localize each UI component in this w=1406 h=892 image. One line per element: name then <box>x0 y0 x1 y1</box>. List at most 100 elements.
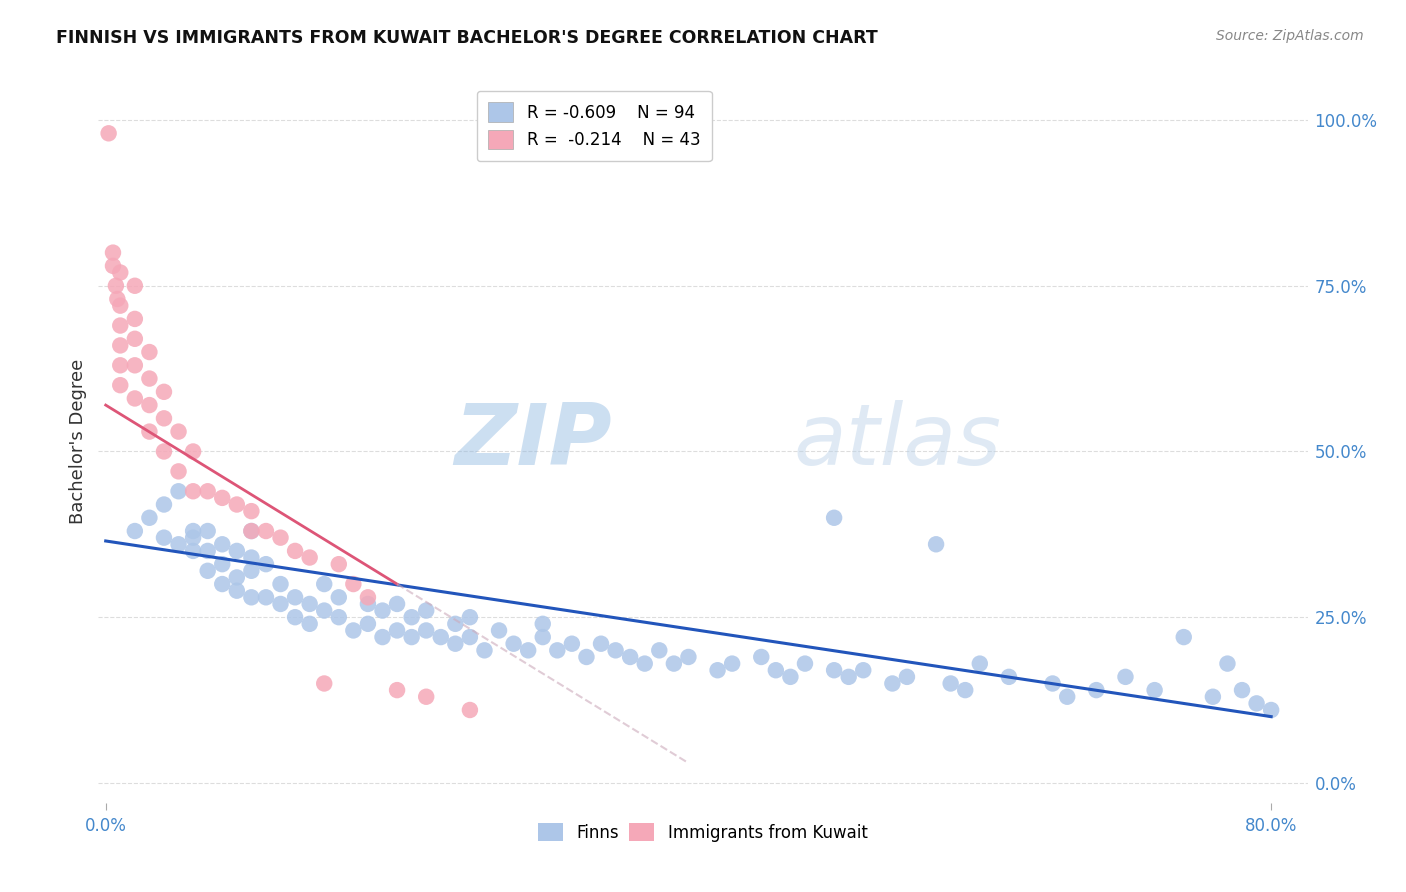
Point <box>211 577 233 591</box>
Point <box>561 637 583 651</box>
Text: FINNISH VS IMMIGRANTS FROM KUWAIT BACHELOR'S DEGREE CORRELATION CHART: FINNISH VS IMMIGRANTS FROM KUWAIT BACHEL… <box>56 29 877 47</box>
Point <box>925 537 948 551</box>
Point <box>1042 676 1064 690</box>
Point <box>298 597 321 611</box>
Point <box>371 630 394 644</box>
Point <box>167 537 190 551</box>
Point <box>101 259 124 273</box>
Point <box>1246 697 1268 711</box>
Point <box>415 603 437 617</box>
Point <box>678 650 700 665</box>
Point <box>104 278 127 293</box>
Point <box>240 524 263 538</box>
Point <box>385 624 408 638</box>
Point <box>619 650 641 665</box>
Point <box>138 425 160 439</box>
Point <box>97 126 120 140</box>
Point <box>153 498 176 512</box>
Point <box>181 484 204 499</box>
Point <box>270 597 292 611</box>
Point <box>225 570 247 584</box>
Point <box>357 591 380 605</box>
Point <box>838 670 860 684</box>
Point <box>105 292 128 306</box>
Point <box>531 630 554 644</box>
Point <box>181 524 204 538</box>
Point <box>101 245 124 260</box>
Point <box>458 630 481 644</box>
Point <box>969 657 991 671</box>
Point <box>225 544 247 558</box>
Point <box>779 670 801 684</box>
Point <box>284 591 307 605</box>
Point <box>458 703 481 717</box>
Point <box>197 524 219 538</box>
Point <box>110 378 132 392</box>
Point <box>197 484 219 499</box>
Point <box>314 577 336 591</box>
Point <box>167 425 190 439</box>
Legend: Finns, Immigrants from Kuwait: Finns, Immigrants from Kuwait <box>531 817 875 848</box>
Point <box>1056 690 1078 704</box>
Y-axis label: Bachelor's Degree: Bachelor's Degree <box>69 359 87 524</box>
Point <box>721 657 744 671</box>
Point <box>211 491 233 505</box>
Point <box>444 616 467 631</box>
Point <box>298 616 321 631</box>
Point <box>240 591 263 605</box>
Point <box>211 537 233 551</box>
Point <box>939 676 962 690</box>
Point <box>385 597 408 611</box>
Text: atlas: atlas <box>793 400 1001 483</box>
Point <box>197 544 219 558</box>
Point <box>589 637 612 651</box>
Point <box>444 637 467 651</box>
Point <box>765 663 787 677</box>
Point <box>240 504 263 518</box>
Point <box>167 464 190 478</box>
Point <box>138 345 160 359</box>
Point <box>110 359 132 373</box>
Point <box>896 670 918 684</box>
Point <box>328 591 350 605</box>
Point <box>124 278 146 293</box>
Point <box>1114 670 1136 684</box>
Point <box>167 484 190 499</box>
Point <box>254 557 277 571</box>
Point <box>225 583 247 598</box>
Point <box>124 312 146 326</box>
Point <box>1216 657 1239 671</box>
Point <box>488 624 510 638</box>
Point <box>517 643 540 657</box>
Point <box>1173 630 1195 644</box>
Point <box>955 683 977 698</box>
Point <box>852 663 875 677</box>
Point <box>153 444 176 458</box>
Point <box>225 498 247 512</box>
Point <box>328 610 350 624</box>
Point <box>110 338 132 352</box>
Point <box>153 411 176 425</box>
Point <box>546 643 568 657</box>
Text: ZIP: ZIP <box>454 400 613 483</box>
Point <box>502 637 524 651</box>
Point <box>1230 683 1253 698</box>
Point <box>882 676 904 690</box>
Point <box>328 557 350 571</box>
Point <box>124 524 146 538</box>
Point <box>634 657 657 671</box>
Point <box>138 398 160 412</box>
Point <box>240 564 263 578</box>
Point <box>342 577 364 591</box>
Point <box>110 299 132 313</box>
Point <box>1085 683 1108 698</box>
Point <box>153 531 176 545</box>
Point <box>357 597 380 611</box>
Point <box>153 384 176 399</box>
Point <box>138 371 160 385</box>
Point <box>197 564 219 578</box>
Point <box>749 650 772 665</box>
Point <box>474 643 496 657</box>
Point <box>648 643 671 657</box>
Point <box>458 610 481 624</box>
